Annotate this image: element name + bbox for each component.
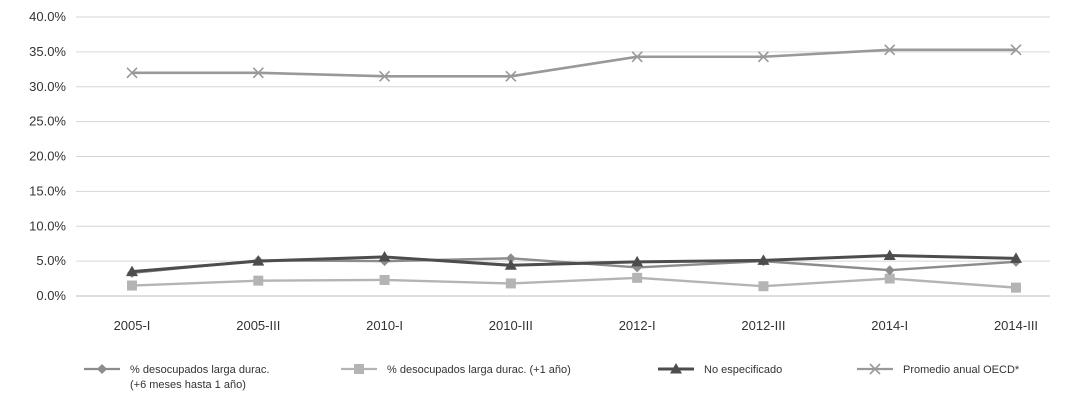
x-tick-label: 2010-III — [489, 318, 533, 333]
y-tick-label: 25.0% — [29, 114, 66, 129]
series-line — [132, 48, 1016, 78]
data-point — [884, 273, 895, 284]
data-point — [757, 254, 770, 265]
y-tick-label: 20.0% — [29, 149, 66, 164]
legend-entry-2: % desocupados larga durac. (+1 año) — [341, 364, 571, 376]
y-tick-label: 0.0% — [36, 288, 66, 303]
data-point — [378, 250, 391, 262]
x-tick-label: 2005-III — [236, 318, 280, 333]
data-point — [379, 70, 391, 82]
y-tick-label: 40.0% — [29, 9, 66, 24]
x-tick-label: 2014-III — [994, 318, 1038, 333]
data-point — [126, 265, 138, 277]
y-tick-label: 30.0% — [29, 79, 66, 94]
data-point — [379, 274, 390, 285]
data-point — [505, 70, 517, 82]
x-tick-label: 2014-I — [871, 318, 908, 333]
legend-entry-4: Promedio anual OECD* — [857, 363, 1020, 376]
y-tick-label: 35.0% — [29, 44, 66, 59]
data-point — [632, 272, 643, 283]
series-3 — [126, 249, 1022, 277]
legend: % desocupados larga durac. (+6 meses hast… — [84, 363, 1020, 391]
series-line — [131, 276, 1017, 289]
x-axis-tick-labels: 2005-I 2005-III 2010-I 2010-III 2012-I 2012-I… — [114, 318, 1038, 333]
legend-label: (+6 meses hasta 1 año) — [130, 379, 246, 391]
data-point — [505, 253, 516, 264]
series-2 — [127, 272, 1021, 293]
data-point — [757, 51, 769, 63]
y-axis-tick-labels: 0.0% 5.0% 10.0% 15.0% 20.0% 25.0% 30.0% 35.0% 40… — [29, 9, 66, 303]
data-point — [504, 259, 517, 270]
series-lines — [126, 44, 1022, 293]
x-tick-label: 2005-I — [114, 318, 151, 333]
legend-label: No especificado — [704, 364, 782, 376]
legend-entry-3: No especificado — [658, 363, 782, 376]
data-point — [631, 255, 644, 267]
data-point — [758, 281, 769, 292]
legend-label: % desocupados larga durac. (+1 año) — [387, 364, 571, 376]
data-point — [253, 275, 264, 286]
series-4 — [126, 44, 1022, 82]
y-tick-label: 10.0% — [29, 218, 66, 233]
series-line — [131, 254, 1017, 274]
grid-lines — [76, 16, 1050, 297]
legend-marker — [869, 363, 881, 375]
x-tick-label: 2012-I — [619, 318, 656, 333]
data-point — [126, 67, 138, 79]
x-tick-label: 2010-I — [366, 318, 403, 333]
legend-marker — [97, 364, 107, 374]
data-point — [505, 278, 516, 289]
legend-entry-1: % desocupados larga durac. (+6 meses hast… — [84, 364, 269, 391]
data-point — [884, 44, 896, 56]
data-point — [631, 51, 643, 63]
data-point — [1010, 252, 1022, 263]
data-point — [1010, 44, 1022, 56]
legend-marker — [670, 363, 682, 374]
data-point — [127, 280, 137, 291]
legend-label: % desocupados larga durac. — [130, 364, 269, 376]
data-point — [1011, 282, 1021, 293]
data-point — [252, 67, 264, 79]
legend-marker — [354, 364, 364, 374]
y-tick-label: 5.0% — [36, 253, 66, 268]
data-point — [884, 265, 895, 276]
data-point — [883, 249, 896, 261]
legend-label: Promedio anual OECD* — [903, 364, 1020, 376]
data-point — [252, 255, 265, 266]
x-tick-label: 2012-III — [741, 318, 785, 333]
y-tick-label: 15.0% — [29, 183, 66, 198]
